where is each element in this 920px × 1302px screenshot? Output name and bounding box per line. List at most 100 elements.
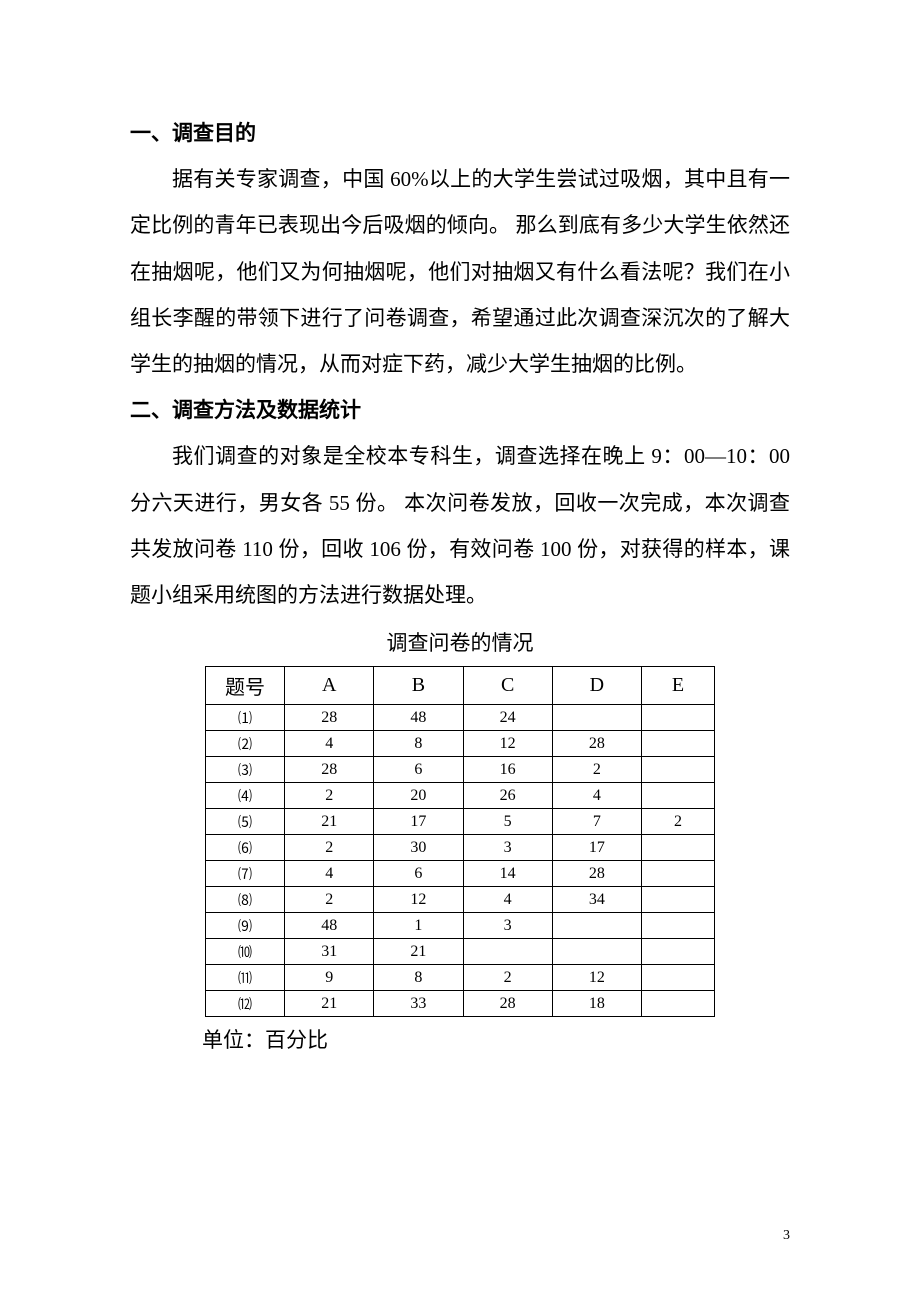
table-row: ⑹230317 (206, 835, 715, 861)
value-cell: 21 (285, 809, 374, 835)
value-cell (641, 887, 714, 913)
value-cell: 24 (463, 705, 552, 731)
qnum-cell: ⑾ (206, 965, 285, 991)
value-cell (641, 939, 714, 965)
value-cell: 2 (285, 835, 374, 861)
value-cell: 12 (463, 731, 552, 757)
value-cell: 9 (285, 965, 374, 991)
value-cell: 4 (552, 783, 641, 809)
table-row: ⑸2117572 (206, 809, 715, 835)
value-cell: 28 (552, 861, 641, 887)
table-row: ⑼4813 (206, 913, 715, 939)
value-cell: 28 (285, 705, 374, 731)
value-cell: 20 (374, 783, 463, 809)
value-cell (641, 861, 714, 887)
value-cell: 28 (463, 991, 552, 1017)
value-cell: 48 (285, 913, 374, 939)
table-row: ⑿21332818 (206, 991, 715, 1017)
value-cell: 3 (463, 913, 552, 939)
qnum-cell: ⑷ (206, 783, 285, 809)
qnum-cell: ⑶ (206, 757, 285, 783)
value-cell: 28 (552, 731, 641, 757)
table-row: ⑶286162 (206, 757, 715, 783)
unit-label: 单位：百分比 (202, 1017, 790, 1063)
col-header-b: B (374, 667, 463, 705)
qnum-cell: ⑼ (206, 913, 285, 939)
value-cell (463, 939, 552, 965)
value-cell: 2 (285, 783, 374, 809)
qnum-cell: ⑸ (206, 809, 285, 835)
value-cell: 26 (463, 783, 552, 809)
section1-paragraph: 据有关专家调查，中国 60%以上的大学生尝试过吸烟，其中且有一定比例的青年已表现… (130, 156, 790, 387)
value-cell (641, 991, 714, 1017)
col-header-qnum: 题号 (206, 667, 285, 705)
value-cell: 18 (552, 991, 641, 1017)
table-row: ⑺461428 (206, 861, 715, 887)
value-cell: 17 (552, 835, 641, 861)
section2-heading: 二、调查方法及数据统计 (130, 387, 790, 433)
value-cell: 8 (374, 965, 463, 991)
value-cell: 3 (463, 835, 552, 861)
col-header-e: E (641, 667, 714, 705)
value-cell: 17 (374, 809, 463, 835)
value-cell (641, 783, 714, 809)
qnum-cell: ⑿ (206, 991, 285, 1017)
value-cell: 6 (374, 757, 463, 783)
qnum-cell: ⑵ (206, 731, 285, 757)
value-cell: 21 (285, 991, 374, 1017)
value-cell: 12 (552, 965, 641, 991)
value-cell: 12 (374, 887, 463, 913)
value-cell: 21 (374, 939, 463, 965)
value-cell: 2 (552, 757, 641, 783)
value-cell (641, 913, 714, 939)
value-cell: 7 (552, 809, 641, 835)
value-cell: 28 (285, 757, 374, 783)
col-header-a: A (285, 667, 374, 705)
value-cell: 48 (374, 705, 463, 731)
qnum-cell: ⑹ (206, 835, 285, 861)
qnum-cell: ⑽ (206, 939, 285, 965)
value-cell (641, 965, 714, 991)
value-cell: 2 (641, 809, 714, 835)
value-cell: 31 (285, 939, 374, 965)
value-cell: 5 (463, 809, 552, 835)
col-header-c: C (463, 667, 552, 705)
table-row: ⑴284824 (206, 705, 715, 731)
value-cell: 33 (374, 991, 463, 1017)
value-cell (641, 757, 714, 783)
value-cell: 14 (463, 861, 552, 887)
table-row: ⑷220264 (206, 783, 715, 809)
document-page: 一、调查目的 据有关专家调查，中国 60%以上的大学生尝试过吸烟，其中且有一定比… (0, 0, 920, 1123)
qnum-cell: ⑴ (206, 705, 285, 731)
value-cell: 6 (374, 861, 463, 887)
value-cell: 16 (463, 757, 552, 783)
value-cell: 2 (463, 965, 552, 991)
value-cell: 4 (285, 731, 374, 757)
section2-paragraph: 我们调查的对象是全校本专科生，调查选择在晚上 9：00—10：00 分六天进行，… (130, 433, 790, 618)
value-cell (552, 913, 641, 939)
value-cell: 8 (374, 731, 463, 757)
value-cell: 4 (285, 861, 374, 887)
table-row: ⑵481228 (206, 731, 715, 757)
table-row: ⑽3121 (206, 939, 715, 965)
value-cell: 34 (552, 887, 641, 913)
page-number: 3 (783, 1228, 790, 1244)
table-body: ⑴284824⑵481228⑶286162⑷220264⑸2117572⑹230… (206, 705, 715, 1017)
survey-table: 题号 A B C D E ⑴284824⑵481228⑶286162⑷22026… (205, 666, 715, 1017)
value-cell (552, 705, 641, 731)
value-cell (641, 731, 714, 757)
table-row: ⑻212434 (206, 887, 715, 913)
value-cell (641, 705, 714, 731)
col-header-d: D (552, 667, 641, 705)
qnum-cell: ⑺ (206, 861, 285, 887)
table-header-row: 题号 A B C D E (206, 667, 715, 705)
value-cell: 1 (374, 913, 463, 939)
value-cell (552, 939, 641, 965)
value-cell: 30 (374, 835, 463, 861)
value-cell (641, 835, 714, 861)
table-row: ⑾98212 (206, 965, 715, 991)
table-title: 调查问卷的情况 (130, 620, 790, 666)
section1-heading: 一、调查目的 (130, 110, 790, 156)
qnum-cell: ⑻ (206, 887, 285, 913)
value-cell: 2 (285, 887, 374, 913)
